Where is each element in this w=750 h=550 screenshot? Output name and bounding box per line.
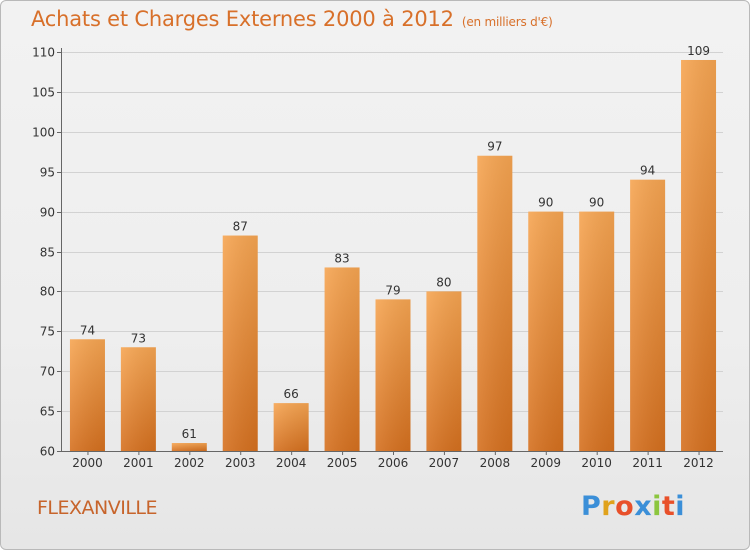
x-tick-label: 2006 bbox=[378, 456, 409, 470]
y-tick-label: 95 bbox=[40, 166, 55, 180]
logo-letter: o bbox=[615, 491, 635, 522]
y-tick-label: 75 bbox=[40, 325, 55, 339]
bar-shade bbox=[324, 267, 360, 451]
x-tick-label: 2008 bbox=[480, 456, 511, 470]
y-tick-label: 100 bbox=[32, 126, 55, 140]
bar-shade bbox=[120, 347, 156, 451]
x-tick-label: 2005 bbox=[327, 456, 358, 470]
y-tick-label: 90 bbox=[40, 206, 55, 220]
bar-shade bbox=[171, 443, 207, 451]
bar-shade bbox=[375, 299, 411, 451]
data-label: 61 bbox=[182, 427, 197, 441]
bar-shade bbox=[630, 179, 666, 451]
logo-letter: t bbox=[661, 491, 676, 522]
data-label: 73 bbox=[131, 331, 146, 345]
x-tick-label: 2001 bbox=[123, 456, 154, 470]
y-tick-label: 110 bbox=[32, 46, 55, 60]
data-label: 79 bbox=[385, 283, 400, 297]
x-tick-label: 2011 bbox=[632, 456, 663, 470]
chart-subtitle: (en milliers d'€) bbox=[461, 15, 553, 29]
x-tick-label: 2004 bbox=[276, 456, 307, 470]
data-label: 87 bbox=[233, 220, 248, 234]
x-tick-label: 2009 bbox=[530, 456, 561, 470]
y-tick-label: 65 bbox=[40, 405, 55, 419]
bar-shade bbox=[579, 211, 615, 451]
axes: 60 65 70 75 80 85 90 95 100 105 110 2000 2001 2002 200… bbox=[32, 46, 723, 470]
y-tick-label: 60 bbox=[40, 445, 55, 459]
chart-title-text: Achats et Charges Externes 2000 à 2012 bbox=[31, 7, 454, 31]
data-label: 83 bbox=[334, 251, 349, 265]
bar-shade bbox=[222, 235, 258, 451]
bar-shade bbox=[273, 403, 309, 451]
bar-shade bbox=[426, 291, 462, 451]
data-label: 80 bbox=[436, 275, 451, 289]
y-tick-label: 80 bbox=[40, 285, 55, 299]
bar-shade bbox=[69, 339, 105, 451]
x-tick-label: 2000 bbox=[72, 456, 103, 470]
data-label: 97 bbox=[487, 140, 502, 154]
x-tick-label: 2010 bbox=[581, 456, 612, 470]
x-tick-label: 2007 bbox=[429, 456, 460, 470]
data-label: 74 bbox=[80, 323, 95, 337]
data-label: 66 bbox=[284, 387, 299, 401]
data-label: 90 bbox=[589, 196, 604, 210]
commune-name: FLEXANVILLE bbox=[37, 497, 158, 519]
bars bbox=[69, 59, 717, 452]
data-label: 90 bbox=[538, 196, 553, 210]
chart-title: Achats et Charges Externes 2000 à 2012 (e… bbox=[31, 7, 553, 31]
logo-letter: r bbox=[601, 491, 616, 522]
x-tick-label: 2003 bbox=[225, 456, 256, 470]
y-tick-label: 85 bbox=[40, 246, 55, 260]
proxiti-logo: Proxiti bbox=[581, 491, 685, 522]
data-label: 109 bbox=[687, 44, 710, 58]
data-label: 94 bbox=[640, 164, 655, 178]
logo-letter: P bbox=[581, 491, 602, 522]
logo-letter: i bbox=[675, 491, 686, 522]
logo-letter: x bbox=[634, 491, 653, 522]
bar-shade bbox=[528, 211, 564, 451]
bar-shade bbox=[681, 59, 717, 451]
data-labels: 74 73 61 87 66 83 79 80 97 90 90 94 109 bbox=[80, 44, 710, 441]
y-tick-label: 70 bbox=[40, 365, 55, 379]
x-tick-label: 2002 bbox=[174, 456, 205, 470]
y-tick-label: 105 bbox=[32, 86, 55, 100]
logo-letter: i bbox=[652, 491, 662, 522]
bar-shade bbox=[477, 155, 513, 452]
x-tick-label: 2012 bbox=[683, 456, 714, 470]
